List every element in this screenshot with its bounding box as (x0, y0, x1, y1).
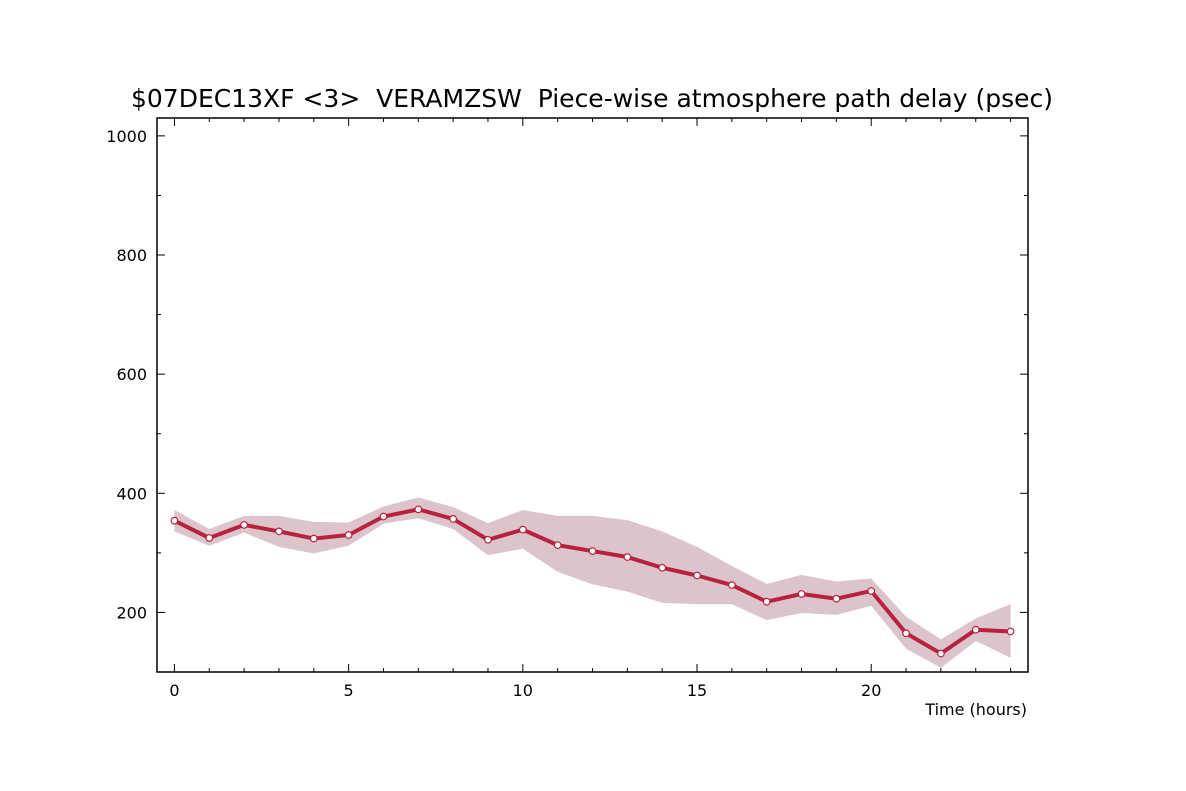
y-tick-label: 200 (116, 603, 147, 622)
data-point (344, 531, 353, 539)
data-point (727, 581, 736, 589)
data-point (588, 547, 597, 555)
uncertainty-band (174, 497, 1011, 668)
data-point (484, 535, 492, 544)
data-point (379, 512, 388, 521)
data-point (762, 597, 771, 606)
plot-frame (156, 117, 1029, 673)
data-point (414, 505, 423, 514)
data-point-layer (170, 505, 1015, 658)
data-point (275, 527, 283, 536)
data-point (518, 525, 527, 534)
data-point (693, 571, 701, 580)
data-point (170, 516, 179, 525)
x-tick-label: 20 (861, 681, 881, 700)
data-point (240, 520, 249, 529)
data-point (449, 515, 458, 523)
data-point (902, 629, 910, 638)
confidence-band-layer (174, 497, 1011, 668)
data-point (971, 625, 980, 634)
x-tick-label: 10 (513, 681, 533, 700)
x-tick-label: 0 (169, 681, 179, 700)
data-point (832, 594, 841, 603)
y-tick-label: 400 (116, 484, 147, 503)
data-point (797, 590, 806, 598)
y-tick-label: 800 (116, 246, 147, 265)
data-point (1006, 627, 1015, 636)
x-tick-label: 15 (687, 681, 707, 700)
x-axis-label: Time (hours) (924, 700, 1027, 719)
data-point (867, 587, 876, 595)
data-point (658, 563, 667, 572)
data-point (937, 649, 945, 658)
axis-tick-layer: 0 5 10 15 20 200 400 600 800 1000 (106, 118, 1028, 700)
y-tick-label: 1000 (106, 127, 147, 146)
chart-title: $07DEC13XF <3> VERAMZSW Piece-wise atmos… (131, 84, 1053, 113)
data-point (623, 553, 632, 561)
data-point (309, 534, 318, 543)
data-point (205, 534, 214, 542)
y-tick-label: 600 (116, 365, 147, 384)
x-tick-label: 5 (344, 681, 354, 700)
data-point (553, 541, 562, 550)
